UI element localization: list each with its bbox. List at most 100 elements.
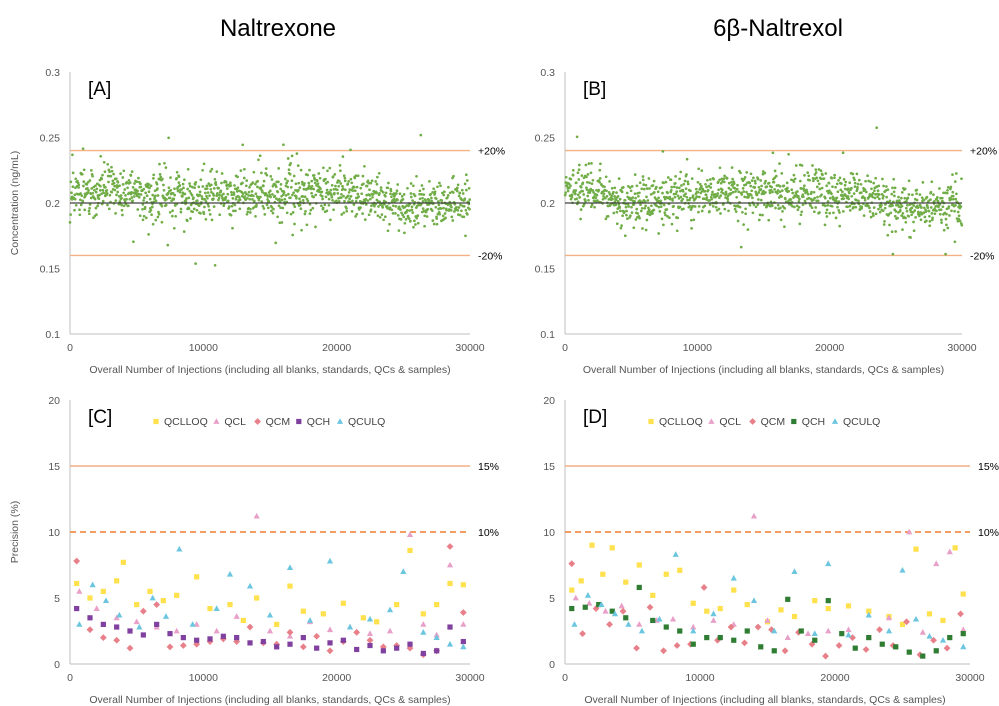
data-point bbox=[382, 218, 385, 222]
data-point bbox=[599, 162, 602, 166]
data-point bbox=[298, 203, 302, 207]
data-point bbox=[185, 197, 188, 200]
data-point bbox=[419, 133, 423, 137]
data-point bbox=[217, 196, 221, 200]
data-point-qcm bbox=[646, 603, 654, 611]
data-point bbox=[207, 182, 211, 185]
data-point bbox=[80, 172, 84, 176]
data-point-qcm bbox=[166, 643, 174, 651]
data-point bbox=[307, 184, 311, 188]
data-point bbox=[924, 210, 928, 214]
data-point bbox=[123, 200, 127, 203]
y-tick-label: 20 bbox=[48, 395, 60, 407]
data-point bbox=[238, 196, 241, 199]
data-point bbox=[727, 181, 731, 185]
data-point bbox=[915, 188, 919, 192]
data-point bbox=[79, 203, 83, 207]
data-point bbox=[716, 180, 720, 184]
data-point bbox=[116, 180, 120, 184]
data-point bbox=[131, 199, 135, 203]
data-point bbox=[147, 190, 151, 194]
data-point bbox=[108, 193, 112, 197]
data-point bbox=[464, 173, 468, 177]
data-point bbox=[186, 187, 190, 191]
data-point bbox=[283, 197, 287, 201]
data-point bbox=[167, 136, 170, 140]
data-point-qculq bbox=[246, 582, 254, 589]
data-point-qcl bbox=[406, 531, 414, 538]
data-point bbox=[384, 191, 388, 195]
data-point-qcm bbox=[835, 642, 843, 649]
data-point bbox=[297, 188, 300, 192]
data-point bbox=[139, 182, 142, 186]
data-point bbox=[376, 175, 379, 179]
data-point bbox=[757, 198, 760, 201]
data-point bbox=[771, 151, 775, 155]
data-point bbox=[231, 197, 235, 200]
data-point bbox=[135, 180, 139, 184]
data-point bbox=[432, 187, 436, 191]
data-point bbox=[576, 171, 580, 175]
panel-label: [A] bbox=[88, 79, 111, 100]
data-point bbox=[763, 171, 767, 175]
data-point bbox=[321, 197, 324, 201]
data-point bbox=[130, 190, 133, 194]
data-point bbox=[698, 195, 701, 199]
data-point bbox=[921, 181, 925, 184]
data-point bbox=[336, 192, 340, 195]
data-point bbox=[87, 212, 91, 216]
data-point bbox=[752, 203, 756, 207]
data-point-qculq bbox=[89, 581, 96, 588]
data-point bbox=[105, 188, 109, 192]
data-point bbox=[681, 197, 685, 201]
data-point bbox=[195, 199, 199, 202]
data-point bbox=[717, 207, 721, 211]
data-point bbox=[318, 176, 322, 180]
data-point bbox=[276, 215, 279, 219]
data-point bbox=[201, 168, 204, 172]
data-point-qch bbox=[920, 653, 926, 659]
data-point-qculq bbox=[326, 557, 334, 564]
legend-label-qch: QCH bbox=[802, 416, 825, 428]
data-point bbox=[625, 191, 629, 195]
data-point bbox=[825, 215, 829, 218]
data-point bbox=[691, 194, 695, 197]
data-point bbox=[826, 203, 830, 207]
data-point-qclloq bbox=[120, 559, 126, 565]
data-point-qculq bbox=[226, 570, 234, 577]
data-point bbox=[928, 220, 932, 223]
data-point bbox=[225, 183, 229, 186]
data-point bbox=[893, 194, 896, 198]
data-point bbox=[838, 211, 841, 214]
data-point bbox=[938, 212, 942, 216]
data-point bbox=[441, 214, 445, 218]
data-point-qcl bbox=[804, 630, 812, 637]
data-point-qch bbox=[650, 617, 656, 624]
data-point bbox=[246, 196, 249, 200]
data-point bbox=[215, 170, 219, 173]
data-point-qcl bbox=[326, 626, 334, 633]
data-point bbox=[319, 187, 322, 191]
data-point bbox=[291, 211, 295, 214]
data-point bbox=[434, 197, 438, 200]
data-point bbox=[227, 205, 231, 208]
data-point bbox=[876, 189, 880, 193]
data-point-qch bbox=[663, 624, 669, 630]
data-point bbox=[776, 192, 779, 195]
data-point bbox=[802, 187, 806, 190]
data-point bbox=[878, 210, 882, 214]
data-point bbox=[585, 188, 589, 191]
data-point-qch bbox=[623, 615, 629, 621]
data-point bbox=[280, 194, 283, 198]
data-point bbox=[431, 191, 434, 194]
data-point bbox=[830, 204, 834, 208]
data-point bbox=[716, 192, 720, 195]
data-point bbox=[686, 182, 690, 186]
data-point bbox=[162, 183, 165, 187]
data-point-qch bbox=[582, 604, 588, 610]
data-point bbox=[137, 195, 141, 199]
data-point bbox=[790, 188, 794, 192]
y-tick-label: 0.15 bbox=[535, 264, 556, 276]
data-point bbox=[396, 198, 399, 202]
data-point-qcm bbox=[754, 623, 762, 631]
